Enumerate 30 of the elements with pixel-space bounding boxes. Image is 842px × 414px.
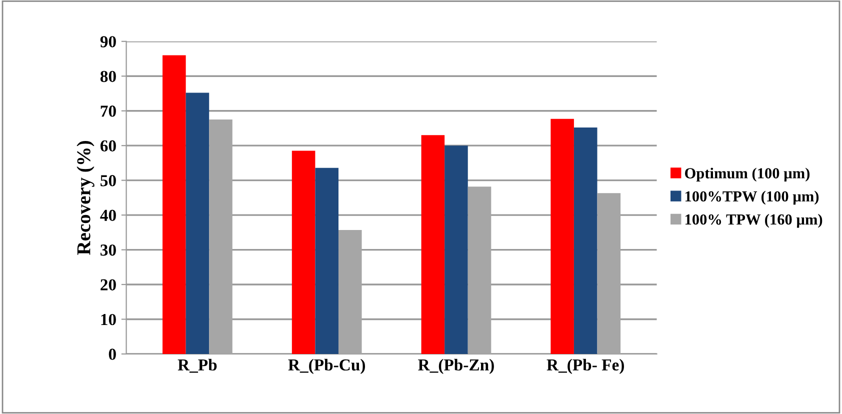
x-tick-label: R_Pb [178, 358, 217, 373]
y-tick-label: 30 [100, 244, 116, 256]
x-tick-label: R_(Pb- Fe) [546, 358, 624, 374]
y-tick-label: 10 [101, 314, 116, 326]
x-tick-label: R_(Pb-Cu) [288, 358, 365, 374]
bar [574, 128, 598, 354]
bar [550, 118, 574, 354]
y-axis-title: Recovery (%) [76, 141, 94, 255]
bar [421, 135, 445, 354]
y-tick-label: 90 [100, 36, 116, 48]
bar [186, 92, 210, 354]
legend-label: 100%TPW (100 µm) [685, 190, 819, 205]
bar [209, 120, 232, 354]
y-tick-label: 20 [100, 279, 116, 290]
y-tick-label: 40 [100, 210, 116, 221]
bar [597, 193, 621, 354]
legend-label: Optimum (100 µm) [685, 168, 810, 182]
bar [444, 146, 468, 354]
legend-label: 100% TPW (160 µm) [685, 214, 822, 228]
bar [338, 230, 362, 354]
y-tick-label: 50 [100, 175, 116, 186]
bar [315, 168, 338, 354]
x-tick-label: R_(Pb-Zn) [418, 358, 494, 374]
y-tick-label: 60 [100, 140, 116, 152]
bar [162, 55, 186, 354]
y-tick-label: 0 [108, 348, 116, 360]
bar [468, 186, 492, 354]
y-tick-label: 70 [100, 106, 116, 117]
bar [292, 150, 316, 354]
y-tick-label: 80 [100, 70, 116, 82]
